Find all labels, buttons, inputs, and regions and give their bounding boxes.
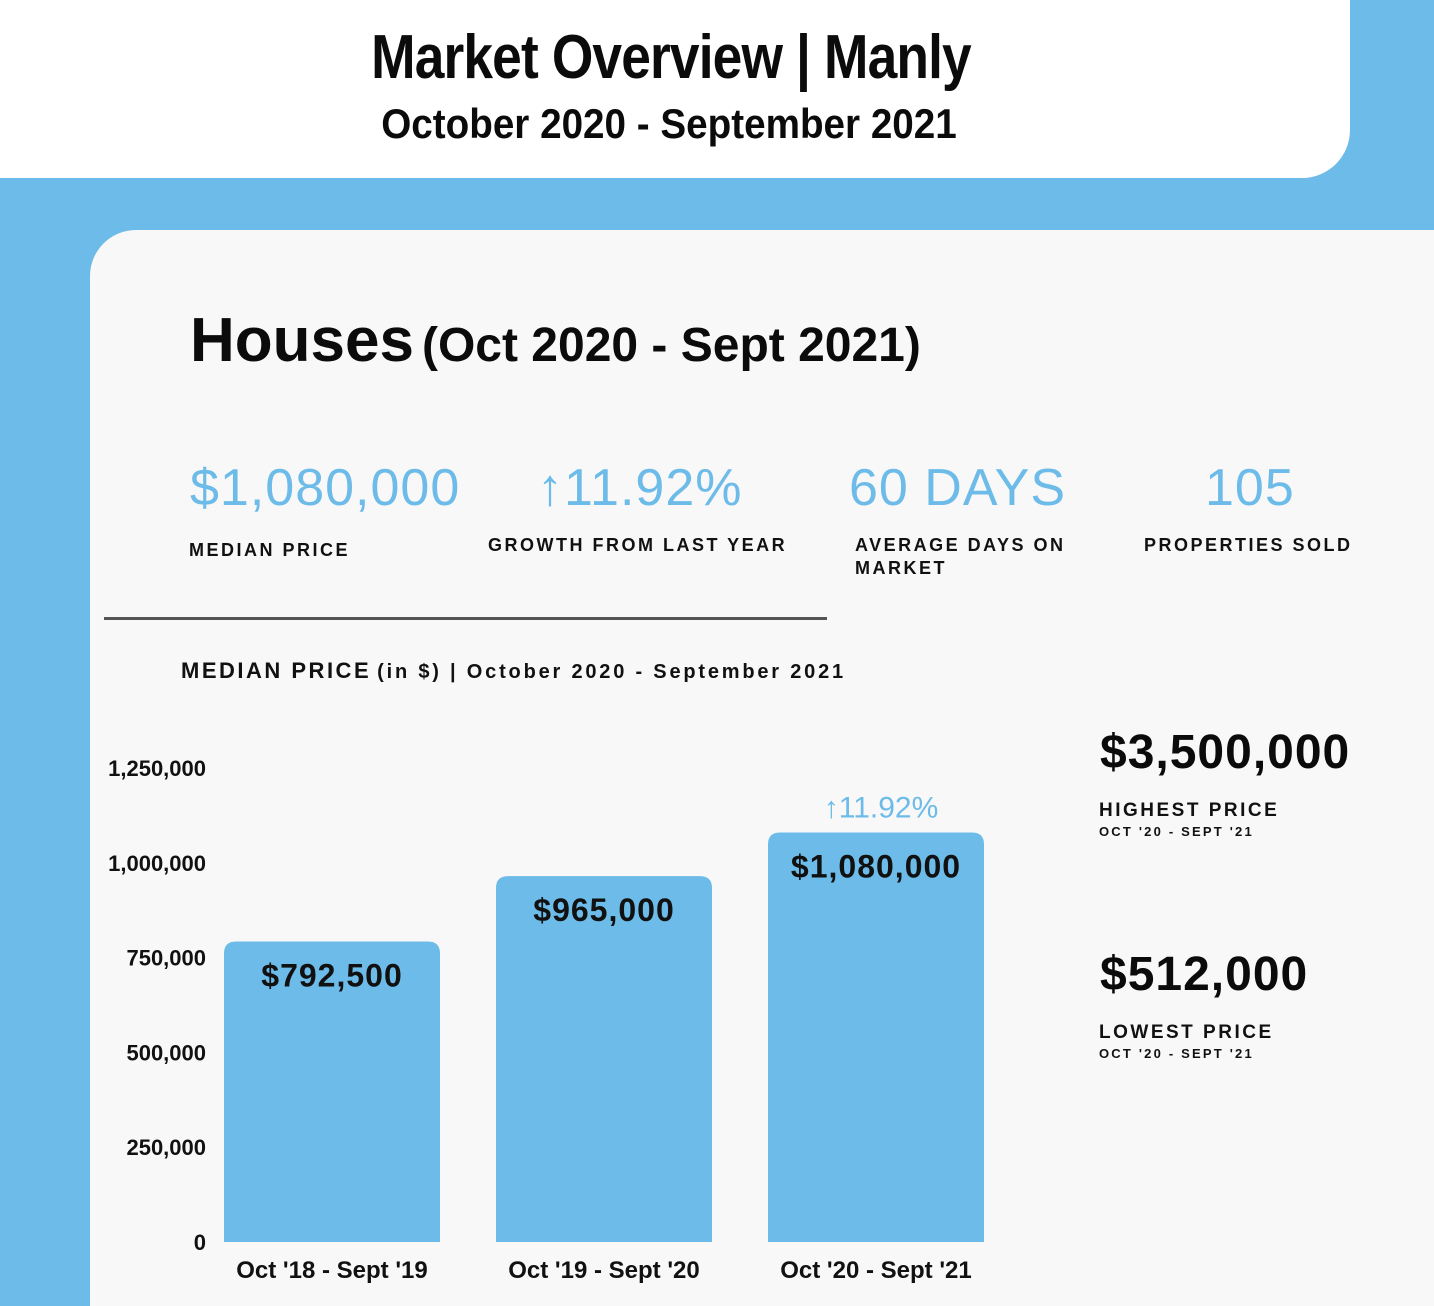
stat-sold-label: PROPERTIES SOLD — [1144, 535, 1353, 555]
y-tick-label: 1,250,000 — [108, 756, 206, 781]
y-tick-label: 750,000 — [126, 946, 206, 971]
y-tick-label: 1,000,000 — [108, 851, 206, 876]
chart-title-main: MEDIAN PRICE — [181, 658, 372, 683]
bar — [768, 832, 984, 1242]
header-banner: Market Overview | Manly October 2020 - S… — [0, 0, 1350, 178]
x-category-label: Oct '19 - Sept '20 — [508, 1257, 699, 1284]
stat-median-price-value: $1,080,000 — [190, 459, 461, 517]
stat-growth-value: ↑11.92% — [537, 459, 743, 517]
bar — [496, 876, 712, 1242]
stat-days-label: AVERAGE DAYS ON MARKET — [855, 535, 1066, 578]
lowest-price-label: LOWEST PRICE — [1099, 1022, 1274, 1043]
lowest-price-value: $512,000 — [1100, 948, 1309, 1001]
y-tick-label: 500,000 — [126, 1040, 206, 1065]
section-heading-period: (Oct 2020 - Sept 2021) — [421, 319, 921, 372]
bar-value-label: $965,000 — [533, 892, 674, 928]
highest-price-label: HIGHEST PRICE — [1099, 800, 1280, 821]
section-divider — [104, 617, 827, 620]
bar-value-label: $1,080,000 — [791, 848, 961, 884]
highest-price-period: OCT '20 - SEPT '21 — [1099, 824, 1254, 839]
growth-annotation: ↑11.92% — [824, 791, 939, 824]
chart-title: MEDIAN PRICE (in $) | October 2020 - Sept… — [181, 658, 846, 684]
lowest-price-period: OCT '20 - SEPT '21 — [1099, 1046, 1254, 1061]
bar-value-label: $792,500 — [261, 957, 402, 993]
stat-days-value: 60 DAYS — [849, 459, 1067, 517]
highest-price-value: $3,500,000 — [1100, 726, 1351, 779]
y-tick-label: 0 — [194, 1230, 206, 1255]
stat-median-price-label: MEDIAN PRICE — [189, 540, 351, 560]
page-subtitle: October 2020 - September 2021 — [381, 100, 957, 147]
x-category-label: Oct '18 - Sept '19 — [236, 1257, 427, 1284]
bar — [224, 941, 440, 1242]
section-heading-title: Houses — [190, 306, 414, 375]
stat-sold-value: 105 — [1205, 459, 1295, 517]
page-title: Market Overview | Manly — [371, 23, 972, 92]
stat-growth-label: GROWTH FROM LAST YEAR — [488, 535, 788, 555]
section-heading: Houses (Oct 2020 - Sept 2021) — [190, 305, 921, 376]
y-tick-label: 250,000 — [126, 1135, 206, 1160]
chart-title-sub: (in $) | October 2020 - September 2021 — [377, 661, 846, 683]
x-category-label: Oct '20 - Sept '21 — [780, 1257, 971, 1284]
